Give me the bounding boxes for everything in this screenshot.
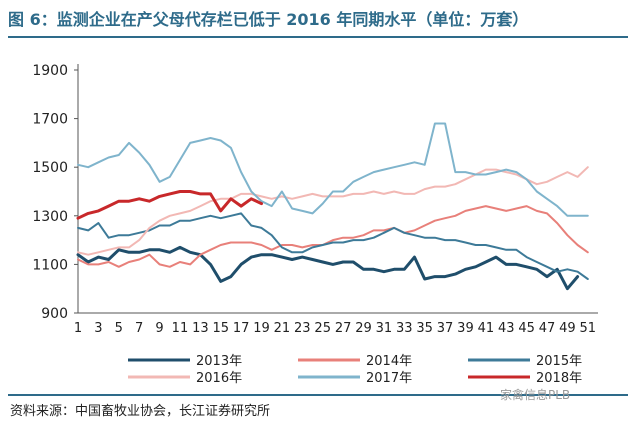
series-line-3 [77, 212, 589, 280]
x-tick-label: 39 [457, 321, 474, 336]
x-tick-label: 3 [94, 321, 102, 336]
x-tick-label: 11 [172, 321, 189, 336]
x-tick-label: 15 [212, 321, 229, 336]
y-tick-label: 1700 [32, 112, 68, 128]
legend-label-6: 2018年 [536, 371, 582, 386]
x-tick-label: 23 [294, 321, 311, 336]
x-tick-label: 9 [155, 321, 163, 336]
x-tick-label: 27 [335, 321, 352, 336]
x-tick-label: 5 [115, 321, 123, 336]
x-tick-label: 29 [355, 321, 372, 336]
x-tick-label: 35 [416, 321, 433, 336]
title-divider [8, 36, 628, 38]
x-tick-label: 1 [74, 321, 82, 336]
series-line-6 [76, 190, 263, 220]
x-tick-label: 51 [580, 321, 597, 336]
x-tick-label: 19 [253, 321, 270, 336]
x-tick-label: 21 [274, 321, 291, 336]
y-tick-label: 1500 [32, 160, 68, 176]
x-tick-label: 17 [233, 321, 250, 336]
x-tick-label: 47 [539, 321, 556, 336]
legend-label-4: 2016年 [196, 371, 242, 386]
legend-label-5: 2017年 [366, 371, 412, 386]
legend-label-1: 2013年 [196, 354, 242, 369]
chart-title: 图 6：监测企业在产父母代存栏已低于 2016 年同期水平（单位：万套） [8, 10, 529, 29]
x-tick-label: 41 [478, 321, 495, 336]
legend-label-2: 2014年 [366, 354, 412, 369]
x-tick-label: 45 [518, 321, 535, 336]
x-tick-label: 13 [192, 321, 209, 336]
x-tick-label: 43 [498, 321, 515, 336]
x-tick-label: 37 [437, 321, 454, 336]
y-tick-label: 1300 [32, 209, 68, 225]
footer-divider [8, 394, 628, 396]
x-tick-label: 31 [376, 321, 393, 336]
legend-label-3: 2015年 [536, 354, 582, 369]
series-line-1 [76, 245, 580, 291]
y-tick-label: 900 [41, 306, 68, 322]
x-tick-label: 25 [314, 321, 331, 336]
x-tick-label: 33 [396, 321, 413, 336]
x-tick-label: 7 [135, 321, 143, 336]
watermark: 家禽信息PLB [500, 388, 571, 402]
y-tick-label: 1900 [32, 63, 68, 79]
y-tick-label: 1100 [32, 257, 68, 273]
source-note: 资料来源：中国畜牧业协会，长江证券研究所 [10, 404, 271, 419]
series-line-5 [77, 122, 589, 217]
series-line-2 [77, 205, 589, 268]
x-tick-label: 49 [559, 321, 576, 336]
